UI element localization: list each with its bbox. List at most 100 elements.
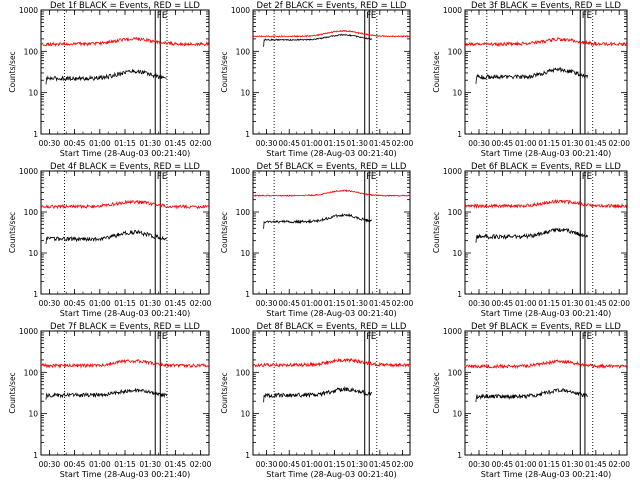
x-tick-label: 00:45 [278, 460, 300, 469]
x-tick-label: 00:45 [492, 299, 514, 308]
events-series-line [475, 67, 589, 84]
plot-frame [252, 330, 411, 456]
y-tick-label: 1 [33, 451, 38, 460]
detector-panel-3: Det 3f BLACK = Events, RED = LLD 1 10 100 10… [432, 1, 630, 158]
x-tick-label: 01:15 [538, 460, 560, 469]
y-axis-label: Counts/sec [432, 212, 441, 253]
marker-label-f: F [157, 172, 162, 182]
x-axis-label: Start Time (28-Aug-03 00:21:40) [481, 309, 612, 318]
detector-panel-2: Det 2f BLACK = Events, RED = LLD 1 10 100 10… [220, 1, 413, 158]
x-tick-label: 00:30 [39, 139, 61, 148]
marker-label-f: F [582, 172, 587, 182]
y-tick-label: 1000 [19, 167, 38, 176]
detector-panel-6: Det 6f BLACK = Events, RED = LLD 1 10 100 10… [432, 162, 630, 318]
plot-title: Det 1f BLACK = Events, RED = LLD [50, 1, 200, 11]
x-tick-label: 01:00 [301, 299, 323, 308]
marker-label-e: E [162, 11, 168, 21]
x-tick-label: 01:30 [562, 299, 584, 308]
y-tick-label: 1000 [231, 6, 250, 15]
y-tick-label: 10 [452, 89, 462, 98]
x-tick-label: 00:45 [64, 460, 86, 469]
plot-title: Det 2f BLACK = Events, RED = LLD [257, 1, 407, 11]
x-tick-label: 01:45 [585, 299, 607, 308]
events-series-line [263, 386, 373, 403]
x-tick-label: 01:30 [346, 139, 368, 148]
y-tick-label: 10 [28, 89, 38, 98]
detector-panel-4: Det 4f BLACK = Events, RED = LLD 1 10 100 10… [8, 162, 212, 318]
events-series-line [263, 33, 373, 47]
lld-series-line [253, 29, 411, 38]
x-tick-label: 00:30 [468, 460, 490, 469]
lld-series-line [464, 199, 628, 209]
x-tick-label: 01:00 [301, 139, 323, 148]
x-tick-label: 00:45 [278, 139, 300, 148]
detector-panel-1: Det 1f BLACK = Events, RED = LLD 1 10 100 10… [8, 1, 212, 158]
events-series-line [263, 212, 373, 229]
x-axis-label: Start Time (28-Aug-03 00:21:40) [266, 149, 397, 158]
y-tick-label: 10 [452, 410, 462, 419]
plot-frame [464, 170, 628, 295]
lld-series-line [40, 36, 209, 47]
x-tick-label: 01:45 [369, 460, 391, 469]
plot-frame [252, 9, 411, 135]
x-tick-label: 01:00 [515, 139, 537, 148]
events-series-line [45, 387, 167, 400]
x-tick-label: 02:00 [190, 460, 212, 469]
y-tick-label: 100 [448, 368, 463, 377]
lld-series-line [40, 358, 209, 369]
y-tick-label: 10 [28, 410, 38, 419]
x-tick-label: 01:00 [515, 460, 537, 469]
plot-title: Det 9f BLACK = Events, RED = LLD [471, 322, 621, 332]
x-tick-label: 01:15 [114, 299, 136, 308]
detector-panel-8: Det 8f BLACK = Events, RED = LLD 1 10 100 10… [220, 322, 413, 479]
x-tick-label: 00:30 [39, 460, 61, 469]
marker-label-e: E [162, 172, 168, 182]
y-axis-label: Counts/sec [432, 51, 441, 92]
x-tick-label: 01:30 [139, 299, 161, 308]
x-tick-label: 00:30 [468, 139, 490, 148]
plot-frame [464, 9, 628, 135]
x-tick-label: 01:45 [165, 299, 187, 308]
x-axis-label: Start Time (28-Aug-03 00:21:40) [266, 309, 397, 318]
y-tick-label: 10 [452, 249, 462, 258]
marker-label-e: E [371, 332, 377, 342]
x-tick-label: 01:15 [538, 139, 560, 148]
y-tick-label: 100 [24, 47, 39, 56]
x-tick-label: 01:45 [165, 139, 187, 148]
marker-label-e: E [586, 332, 592, 342]
x-tick-label: 01:00 [89, 460, 111, 469]
x-tick-label: 02:00 [608, 460, 630, 469]
y-tick-label: 1000 [443, 327, 462, 336]
x-tick-label: 02:00 [392, 139, 414, 148]
y-axis-label: Counts/sec [8, 51, 17, 92]
plot-frame [464, 330, 628, 456]
lld-series-line [253, 189, 411, 198]
plot-title: Det 3f BLACK = Events, RED = LLD [471, 1, 621, 11]
events-series-line [45, 68, 167, 85]
x-axis-label: Start Time (28-Aug-03 00:21:40) [60, 149, 191, 158]
y-tick-label: 100 [236, 368, 251, 377]
x-tick-label: 01:30 [139, 460, 161, 469]
plot-title: Det 5f BLACK = Events, RED = LLD [257, 162, 407, 172]
y-tick-label: 1000 [443, 6, 462, 15]
marker-label-f: F [157, 11, 162, 21]
marker-label-e: E [162, 332, 168, 342]
y-axis-label: Counts/sec [8, 372, 17, 413]
plot-frame [40, 9, 210, 135]
x-tick-label: 00:30 [256, 460, 278, 469]
y-tick-label: 100 [448, 208, 463, 217]
x-tick-label: 02:00 [190, 139, 212, 148]
y-tick-label: 1000 [19, 327, 38, 336]
y-tick-label: 1 [33, 130, 38, 139]
x-tick-label: 01:45 [165, 460, 187, 469]
x-tick-label: 00:45 [64, 299, 86, 308]
x-tick-label: 02:00 [190, 299, 212, 308]
x-tick-label: 01:00 [89, 139, 111, 148]
events-series-line [45, 229, 167, 245]
y-tick-label: 10 [240, 249, 250, 258]
x-tick-label: 00:30 [256, 139, 278, 148]
y-tick-label: 1 [457, 130, 462, 139]
x-axis-label: Start Time (28-Aug-03 00:21:40) [60, 470, 191, 479]
x-tick-label: 02:00 [608, 139, 630, 148]
